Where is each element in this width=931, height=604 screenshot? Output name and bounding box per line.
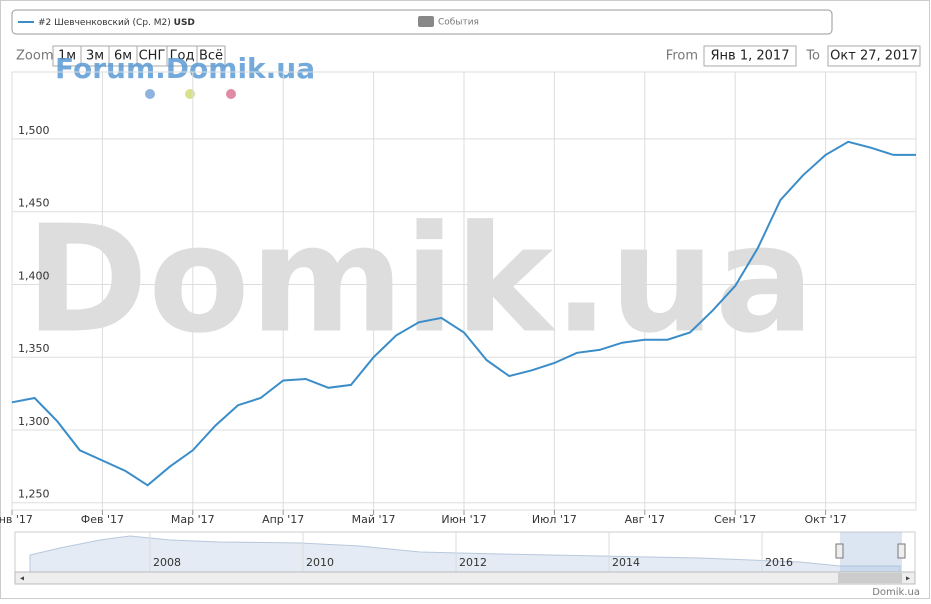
navigator-label: 2008 xyxy=(153,556,181,569)
zoom-button-label[interactable]: 3м xyxy=(86,49,104,64)
zoom-label: Zoom xyxy=(16,49,53,64)
x-tick-label: Авг '17 xyxy=(625,513,665,526)
zoom-button-label[interactable]: 6м xyxy=(114,49,132,64)
from-input[interactable] xyxy=(703,45,797,67)
from-label: From xyxy=(666,49,698,64)
scrollbar-thumb[interactable] xyxy=(838,573,902,583)
x-tick-label: Фев '17 xyxy=(81,513,124,526)
y-tick-label: 1,350 xyxy=(18,342,50,355)
navigator-label: 2016 xyxy=(765,556,793,569)
to-label: To xyxy=(805,49,820,64)
credit: Domik.ua xyxy=(872,587,920,598)
zoom-button[interactable] xyxy=(196,45,226,67)
y-tick-label: 1,400 xyxy=(18,269,50,282)
x-tick-label: Май '17 xyxy=(352,513,396,526)
from-value[interactable]: Янв 1, 2017 xyxy=(711,49,790,64)
series-line xyxy=(11,140,916,487)
y-tick-label: 1,500 xyxy=(18,124,50,137)
watermark-big: Domik.ua xyxy=(25,194,814,366)
navigator-handle[interactable] xyxy=(897,543,906,559)
events-swatch xyxy=(418,16,434,27)
navigator-handle[interactable] xyxy=(835,543,844,559)
dot xyxy=(145,89,155,99)
zoom-button-label[interactable]: Год xyxy=(170,49,195,64)
scroll-right[interactable]: ▸ xyxy=(906,574,910,583)
navigator-label: 2012 xyxy=(459,556,487,569)
dot xyxy=(185,89,195,99)
x-tick-label: Сен '17 xyxy=(714,513,756,526)
navigator-label: 2010 xyxy=(306,556,334,569)
scrollbar[interactable] xyxy=(14,571,916,585)
to-input[interactable] xyxy=(827,45,921,67)
scroll-left[interactable]: ◂ xyxy=(20,574,24,583)
x-tick-label: Июн '17 xyxy=(441,513,486,526)
legend-entry[interactable]: #2 Шевченковский (Ср. М2) USD xyxy=(38,18,195,28)
x-tick-label: Янв '17 xyxy=(0,513,33,526)
watermark-small: Forum.Domik.ua xyxy=(55,52,315,85)
zoom-button-label[interactable]: Всё xyxy=(199,49,223,64)
navigator-selection[interactable] xyxy=(840,532,902,572)
y-tick-label: 1,450 xyxy=(18,197,50,210)
navigator-series xyxy=(29,535,901,573)
navigator-label: 2014 xyxy=(612,556,640,569)
y-tick-label: 1,300 xyxy=(18,415,50,428)
x-tick-label: Апр '17 xyxy=(262,513,304,526)
x-tick-label: Окт '17 xyxy=(804,513,846,526)
x-tick-label: Мар '17 xyxy=(171,513,215,526)
zoom-button-label[interactable]: СНГ xyxy=(139,49,166,64)
to-value[interactable]: Окт 27, 2017 xyxy=(830,49,918,64)
events-entry[interactable]: События xyxy=(438,18,479,28)
zoom-button-label[interactable]: 1м xyxy=(58,49,76,64)
dot xyxy=(226,89,236,99)
x-tick-label: Июл '17 xyxy=(532,513,577,526)
y-tick-label: 1,250 xyxy=(18,488,50,501)
